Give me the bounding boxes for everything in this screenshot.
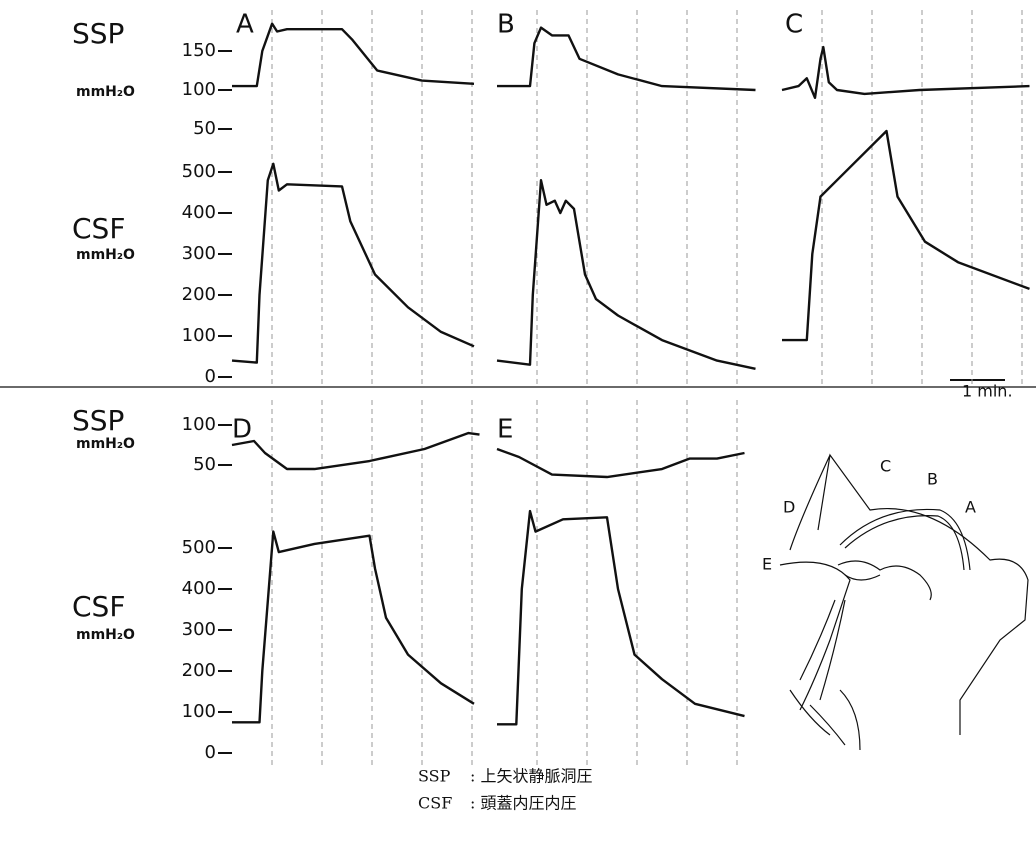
y-tick-label: 50 (193, 118, 216, 139)
diagram-label: C (880, 457, 891, 476)
y-tick-label: 0 (205, 742, 216, 763)
axis-unit: mmH₂O (76, 436, 135, 452)
trace (496, 447, 745, 479)
axis-unit: mmH₂O (76, 247, 135, 263)
trace (232, 22, 475, 88)
diagram-label: B (927, 470, 938, 489)
scale-bar-label: 1 min. (962, 382, 1013, 401)
trace (497, 509, 745, 726)
legend-desc: : 上矢状静脈洞圧 (470, 767, 592, 786)
trace (232, 530, 475, 724)
axis-title: CSF (72, 590, 125, 623)
y-tick-label: 500 (182, 161, 216, 182)
trace (497, 26, 756, 92)
y-tick-label: 100 (182, 414, 216, 435)
trace (781, 45, 1030, 99)
y-tick-label: 50 (193, 454, 216, 475)
y-tick-label: 200 (182, 660, 216, 681)
y-tick-label: 500 (182, 537, 216, 558)
y-tick-label: 200 (182, 284, 216, 305)
axis-unit: mmH₂O (76, 84, 135, 100)
panel-label: A (236, 10, 254, 40)
panel-label: B (497, 10, 515, 40)
axis-unit: mmH₂O (76, 627, 135, 643)
panel-label: E (497, 415, 513, 445)
cat-diagram (779, 453, 1029, 751)
y-tick-label: 300 (182, 619, 216, 640)
y-tick-label: 400 (182, 202, 216, 223)
trace (231, 431, 480, 471)
diagram-label: D (783, 498, 795, 517)
diagram-label: A (965, 498, 976, 517)
y-tick-label: 100 (182, 325, 216, 346)
axis-title: CSF (72, 212, 125, 245)
trace (231, 162, 475, 364)
diagram-label: E (762, 555, 772, 574)
y-tick-label: 400 (182, 578, 216, 599)
trace (496, 179, 756, 370)
y-tick-label: 0 (205, 366, 216, 387)
axis-title: SSP (72, 17, 124, 50)
y-tick-label: 100 (182, 79, 216, 100)
legend-term: SSP (418, 767, 451, 786)
panel-label: D (232, 415, 252, 445)
axis-title: SSP (72, 404, 124, 437)
trace (782, 129, 1030, 342)
legend-term: CSF (418, 794, 452, 813)
y-tick-label: 150 (182, 40, 216, 61)
legend-desc: : 頭蓋内圧内圧 (470, 794, 576, 813)
panel-label: C (785, 10, 803, 40)
y-tick-label: 300 (182, 243, 216, 264)
y-tick-label: 100 (182, 701, 216, 722)
